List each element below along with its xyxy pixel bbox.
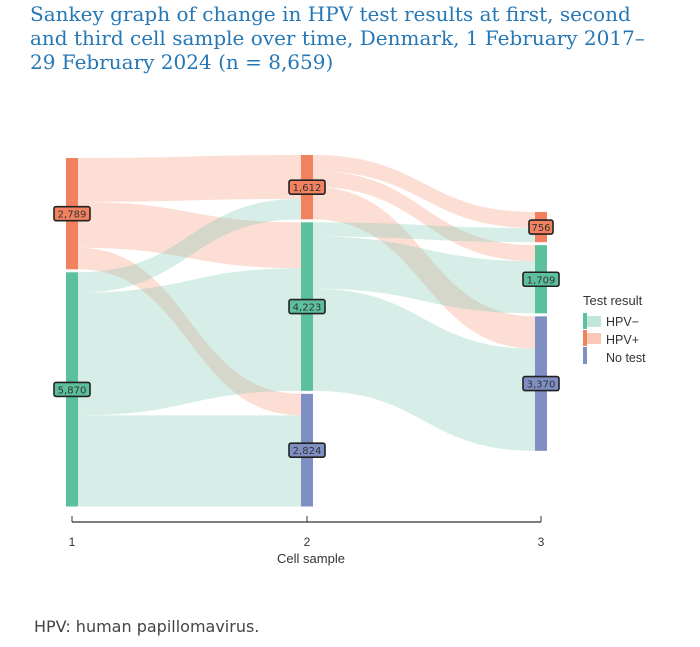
node-label: 2,824 (293, 446, 322, 457)
flow-link (313, 155, 535, 228)
flow-link (313, 288, 535, 451)
footnote: HPV: human papillomavirus. (34, 617, 260, 636)
x-tick-label: 1 (69, 535, 76, 549)
node-label-box (288, 442, 326, 458)
sankey-chart: 2,789 5,870 1,612 4,223 2,824 756 1,709 3,370 1… (53, 155, 646, 566)
flow-link (78, 198, 301, 293)
flow-link (78, 201, 301, 269)
node-label-box (53, 381, 91, 398)
x-tick-label: 2 (304, 535, 311, 549)
chart-title: Sankey graph of change in HPV test resul… (30, 2, 645, 74)
flow-link (78, 268, 301, 416)
legend-label-no-test: No test (606, 351, 646, 365)
node-label-box (288, 179, 326, 195)
legend-swatch-hpv-pos-light (587, 333, 601, 344)
legend-title: Test result (583, 293, 643, 308)
node-label: 2,789 (58, 210, 87, 221)
links (78, 155, 535, 507)
node-label-box (528, 219, 554, 235)
node-label-box (522, 375, 560, 392)
legend-swatch-no-test (583, 347, 587, 364)
flow-link (78, 247, 301, 416)
node-label: 4,223 (293, 303, 322, 314)
legend-swatch-hpv-neg-light (587, 316, 601, 327)
legend-swatch-hpv-pos (583, 330, 587, 346)
node-label-box (53, 205, 91, 222)
flow-link (78, 155, 301, 202)
legend-label-hpv-neg: HPV− (606, 315, 639, 329)
node-label: 1,709 (527, 275, 556, 286)
node-label: 756 (531, 223, 550, 234)
node-label: 1,612 (293, 183, 322, 194)
node-label-box (288, 298, 326, 315)
legend-swatch-hpv-neg (583, 313, 587, 329)
node-label: 3,370 (527, 380, 556, 391)
legend-label-hpv-pos: HPV+ (606, 333, 639, 347)
node-label: 5,870 (58, 385, 87, 396)
flow-link (78, 415, 301, 507)
legend: Test result HPV− HPV+ No test (583, 293, 646, 365)
flow-link (313, 186, 535, 349)
flow-link (313, 222, 535, 243)
x-tick-label: 3 (538, 535, 545, 549)
node-label-box (522, 271, 560, 288)
x-axis-title: Cell sample (277, 551, 345, 566)
x-axis: 1 2 3 Cell sample (69, 516, 545, 566)
flow-link (313, 170, 535, 262)
nodes: 2,789 5,870 1,612 4,223 2,824 756 1,709 3,370 (53, 155, 560, 507)
flow-link (313, 236, 535, 314)
